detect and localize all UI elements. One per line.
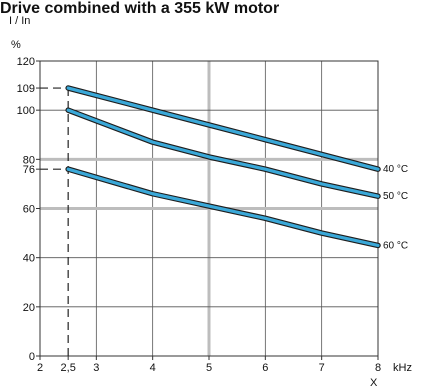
series-line-1 xyxy=(66,86,380,171)
y-tick-label: 60 xyxy=(23,204,35,216)
series-label-3: 60 °C xyxy=(383,240,408,251)
x-tick-label: 4 xyxy=(150,362,156,374)
x-tick-label: 7 xyxy=(319,362,325,374)
y-tick-label: 0 xyxy=(29,351,35,363)
x-tick-label: 3 xyxy=(93,362,99,374)
series-layer xyxy=(65,85,381,249)
y-tick-label: 100 xyxy=(17,105,35,117)
x-tick-label: 2,5 xyxy=(61,362,76,374)
y-tick-label: 109 xyxy=(17,83,35,95)
series-line-3 xyxy=(66,167,380,247)
x-axis-label: X xyxy=(370,377,378,389)
x-tick-label: 6 xyxy=(262,362,268,374)
y-axis-label: I / In xyxy=(9,15,30,27)
y-tick-label: 120 xyxy=(17,56,35,68)
series-label-2: 50 °C xyxy=(383,191,408,202)
grid-layer xyxy=(40,61,378,356)
y-tick-label: 20 xyxy=(23,302,35,314)
chart-title: Drive combined with a 355 kW motor xyxy=(0,0,279,17)
x-tick-label: 5 xyxy=(206,362,212,374)
y-axis-unit: % xyxy=(11,39,21,51)
x-axis-unit: kHz xyxy=(393,362,412,374)
axis-layer xyxy=(36,60,379,360)
series-line-2 xyxy=(66,108,380,198)
x-tick-label: 8 xyxy=(375,362,381,374)
y-tick-label: 80 xyxy=(23,154,35,166)
series-label-1: 40 °C xyxy=(383,164,408,175)
x-tick-label: 2 xyxy=(37,362,43,374)
y-tick-label: 40 xyxy=(23,253,35,265)
y-tick-label: 76 xyxy=(23,164,35,176)
